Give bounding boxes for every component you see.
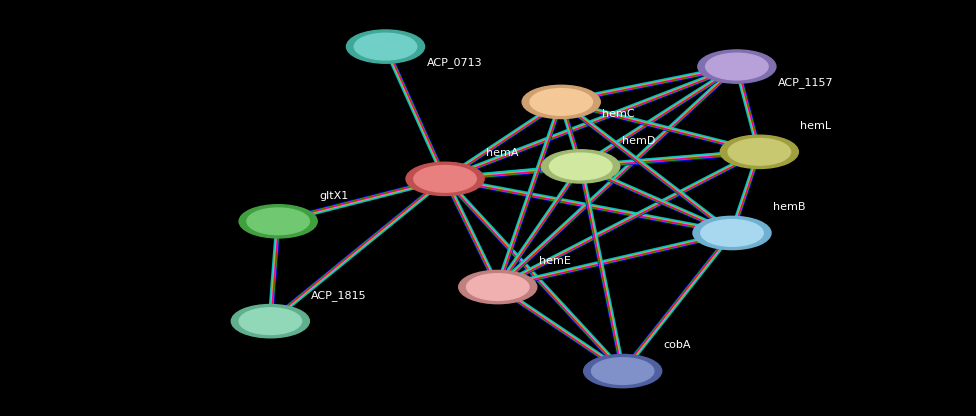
Circle shape: [239, 308, 302, 334]
Text: cobA: cobA: [664, 340, 691, 350]
Circle shape: [346, 30, 425, 63]
Circle shape: [542, 150, 620, 183]
Circle shape: [728, 139, 791, 165]
Text: hemB: hemB: [773, 202, 805, 212]
Text: ACP_1157: ACP_1157: [778, 77, 834, 87]
Circle shape: [231, 305, 309, 338]
Circle shape: [406, 162, 484, 196]
Text: hemC: hemC: [602, 109, 634, 119]
Text: ACP_0713: ACP_0713: [427, 57, 482, 67]
Text: hemE: hemE: [539, 256, 571, 266]
Text: hemL: hemL: [800, 121, 832, 131]
Circle shape: [247, 208, 309, 235]
Circle shape: [530, 89, 592, 115]
Text: gltX1: gltX1: [319, 191, 348, 201]
Circle shape: [522, 85, 600, 119]
Circle shape: [549, 153, 612, 180]
Circle shape: [239, 205, 317, 238]
Circle shape: [414, 166, 476, 192]
Text: hemD: hemD: [622, 136, 655, 146]
Circle shape: [584, 354, 662, 388]
Circle shape: [591, 358, 654, 384]
Circle shape: [706, 53, 768, 80]
Text: ACP_1815: ACP_1815: [311, 290, 367, 300]
Circle shape: [701, 220, 763, 246]
Circle shape: [720, 135, 798, 168]
Circle shape: [459, 270, 537, 304]
Text: hemA: hemA: [486, 148, 518, 158]
Circle shape: [698, 50, 776, 83]
Circle shape: [693, 216, 771, 250]
Circle shape: [354, 33, 417, 60]
Circle shape: [467, 274, 529, 300]
